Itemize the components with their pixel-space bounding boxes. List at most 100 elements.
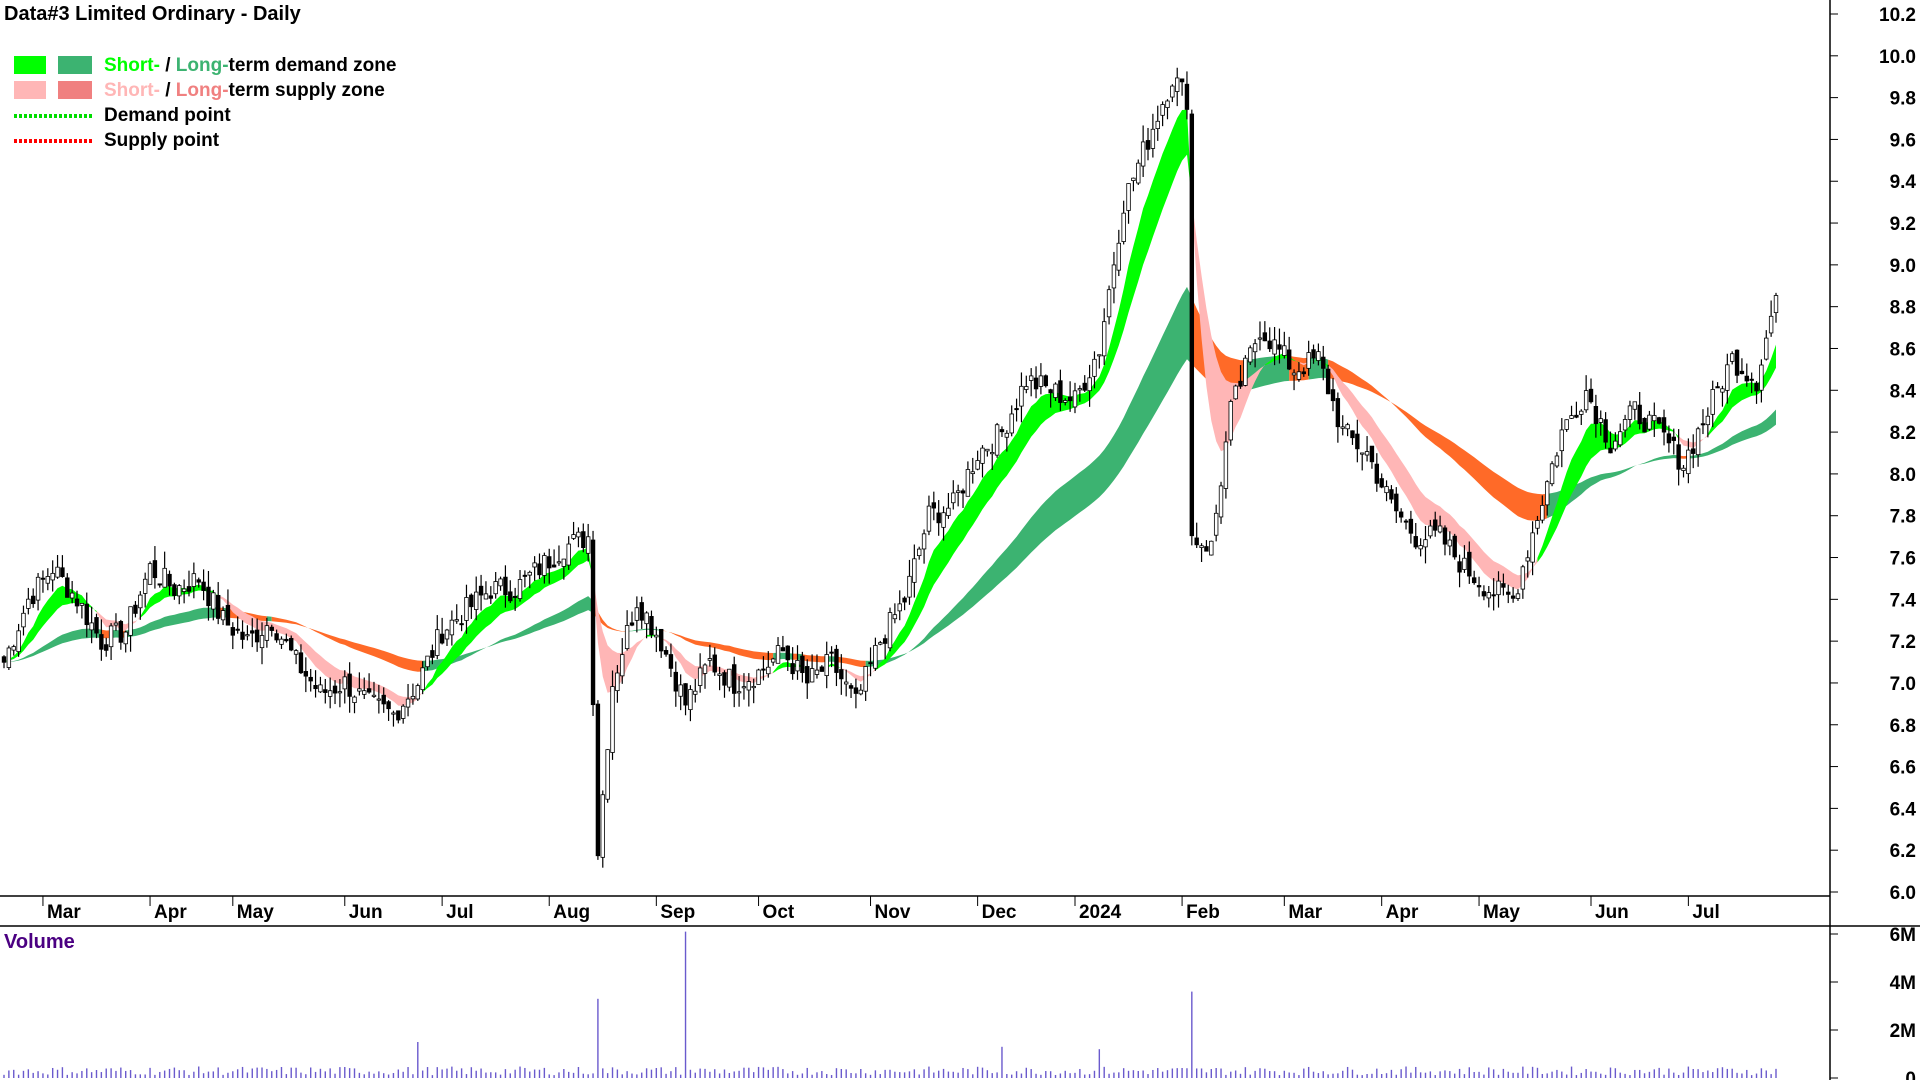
candle-body	[917, 548, 922, 557]
candle-body	[264, 625, 270, 641]
candle-body	[595, 703, 601, 857]
x-tick-label: Jun	[349, 902, 383, 923]
short-term-demand-zone	[875, 109, 1192, 671]
candle-body	[829, 651, 834, 654]
candle-body	[1101, 321, 1107, 357]
candle-body	[1238, 380, 1243, 387]
candle-body	[1340, 426, 1345, 429]
candle-body	[274, 633, 279, 641]
candle-body	[1666, 433, 1672, 444]
candle-body	[1131, 177, 1136, 181]
candle-body	[1048, 389, 1053, 394]
candle-body	[620, 654, 625, 677]
candle-body	[181, 588, 187, 592]
long-term-demand-zone	[1688, 409, 1776, 459]
candle-body	[1033, 377, 1039, 390]
candle-body	[1228, 401, 1233, 441]
candle-body	[1379, 478, 1384, 488]
candle-body	[454, 619, 459, 622]
candle-body	[152, 560, 158, 579]
candle-body	[279, 638, 284, 645]
candle-body	[1248, 347, 1253, 363]
candle-body	[1087, 377, 1092, 392]
candle-body	[600, 794, 605, 858]
candle-body	[1705, 415, 1711, 426]
candle-body	[1364, 451, 1370, 456]
y-tick-label: 7.8	[1890, 507, 1916, 528]
candle-body	[362, 690, 367, 695]
candle-body	[1681, 467, 1686, 471]
candle-body	[732, 664, 737, 694]
candle-body	[1627, 405, 1633, 420]
y-tick-label: 8.8	[1890, 298, 1916, 319]
candle-body	[819, 666, 825, 672]
short-term-demand-zone	[1264, 352, 1299, 366]
candle-body	[167, 573, 172, 587]
short-term-supply-zone	[841, 668, 876, 682]
candle-body	[970, 471, 975, 475]
candle-body	[1773, 295, 1779, 314]
candle-body	[6, 647, 12, 668]
candle-body	[474, 591, 479, 610]
x-tick-label: May	[1483, 902, 1520, 923]
candle-body	[1335, 398, 1341, 428]
date-axis: Mar Apr May Jun Jul Aug Sep Oct Nov Dec 2024 Feb Mar…	[42, 896, 1720, 923]
candle-body	[1656, 417, 1662, 424]
candle-body	[1389, 489, 1394, 500]
candle-body	[688, 689, 693, 711]
legend-label: Short- / Long-term demand zone	[104, 55, 396, 76]
candle-body	[1296, 371, 1302, 380]
candle-body	[1325, 368, 1331, 395]
x-tick-label: Oct	[763, 902, 795, 923]
candle-body	[352, 696, 357, 703]
volume-panel	[3, 931, 1777, 1078]
candle-body	[1515, 593, 1521, 599]
candle-body	[1394, 493, 1399, 512]
candle-body	[809, 668, 815, 683]
volume-axis: 0 2M 4M 6M	[1830, 925, 1916, 1080]
y-tick-label: 8.2	[1890, 423, 1916, 444]
candle-body	[1233, 385, 1238, 400]
volume-tick-label: 4M	[1890, 973, 1916, 994]
candle-body	[1759, 364, 1764, 391]
candle-body	[1418, 545, 1423, 550]
candle-body	[469, 594, 474, 608]
candle-body	[1428, 525, 1433, 537]
candle-body	[498, 578, 503, 587]
candle-body	[65, 577, 70, 598]
candle-body	[1613, 440, 1618, 450]
candle-body	[1423, 539, 1428, 548]
candle-body	[1642, 417, 1647, 433]
candle-body	[1408, 518, 1414, 534]
candle-body	[1213, 512, 1219, 536]
candle-body	[1184, 83, 1190, 110]
candle-body	[547, 556, 552, 569]
candle-body	[1622, 419, 1628, 431]
candle-body	[493, 581, 498, 595]
candle-body	[1369, 445, 1375, 463]
y-tick-label: 6.8	[1890, 716, 1916, 737]
candle-body	[1749, 378, 1754, 381]
candle-body	[892, 614, 898, 620]
candle-body	[1063, 400, 1068, 403]
candle-body	[1764, 337, 1769, 360]
candle-body	[1447, 539, 1453, 547]
candle-body	[201, 581, 206, 591]
candle-body	[220, 610, 226, 621]
x-tick-label: Jul	[446, 902, 473, 923]
candle-body	[459, 623, 464, 626]
candle-body	[585, 536, 591, 554]
short-term-demand-zone	[1707, 344, 1776, 437]
long-term-demand-zone	[1245, 355, 1290, 391]
candle-body	[55, 566, 60, 578]
candle-body	[512, 595, 518, 598]
candle-body	[834, 648, 839, 673]
candle-body	[571, 534, 576, 539]
candle-body	[313, 685, 318, 690]
candle-body	[1564, 419, 1569, 430]
candle-body	[1671, 436, 1676, 441]
candle-body	[1136, 162, 1141, 184]
candle-body	[1209, 540, 1214, 556]
short-term-supply-zone	[218, 595, 423, 706]
